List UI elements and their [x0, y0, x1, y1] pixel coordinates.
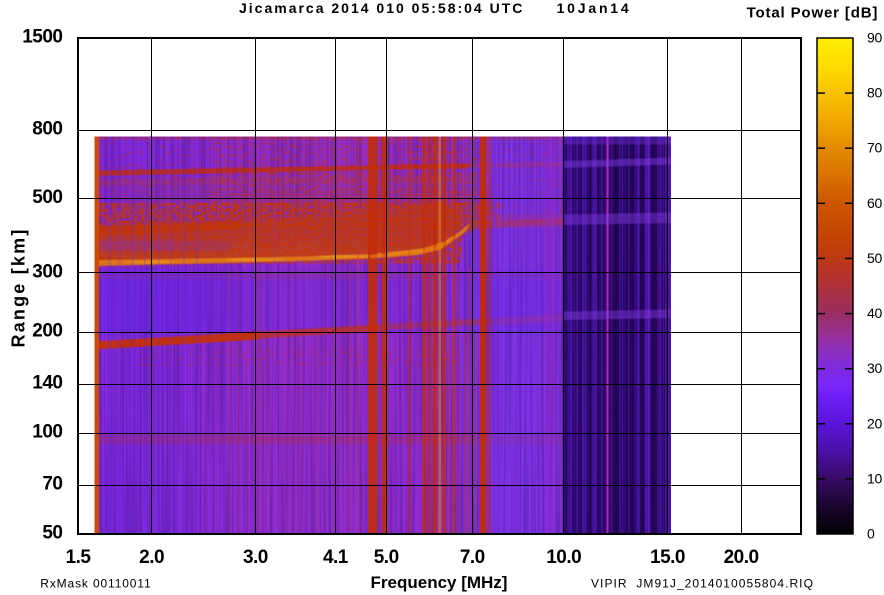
- svg-text:100: 100: [32, 422, 62, 443]
- svg-text:0: 0: [867, 526, 875, 542]
- svg-text:1500: 1500: [22, 27, 62, 48]
- svg-text:Total Power [dB]: Total Power [dB]: [747, 5, 879, 22]
- svg-text:70: 70: [867, 140, 882, 156]
- svg-text:50: 50: [42, 523, 62, 544]
- svg-text:500: 500: [32, 187, 62, 208]
- svg-text:10.0: 10.0: [546, 547, 581, 568]
- svg-text:2.0: 2.0: [139, 547, 164, 568]
- svg-text:50: 50: [867, 250, 882, 266]
- svg-text:10Jan14: 10Jan14: [557, 0, 632, 16]
- svg-text:Range [km]: Range [km]: [9, 227, 29, 347]
- svg-text:200: 200: [32, 320, 62, 341]
- svg-text:5.0: 5.0: [374, 547, 399, 568]
- svg-text:60: 60: [867, 195, 882, 211]
- svg-text:RxMask 00110011: RxMask 00110011: [40, 576, 151, 590]
- svg-text:VIPIR JM91J_2014010055804.RIQ: VIPIR JM91J_2014010055804.RIQ: [591, 576, 814, 590]
- svg-text:15.0: 15.0: [650, 547, 685, 568]
- svg-text:4.1: 4.1: [323, 547, 349, 568]
- svg-text:Frequency [MHz]: Frequency [MHz]: [371, 573, 508, 592]
- svg-text:1.5: 1.5: [66, 547, 92, 568]
- svg-text:10: 10: [867, 470, 882, 486]
- svg-text:30: 30: [867, 360, 882, 376]
- svg-text:3.0: 3.0: [243, 547, 268, 568]
- svg-text:20: 20: [867, 415, 882, 431]
- svg-text:90: 90: [867, 30, 882, 46]
- svg-text:140: 140: [32, 372, 62, 393]
- svg-text:20.0: 20.0: [724, 547, 759, 568]
- svg-text:7.0: 7.0: [460, 547, 485, 568]
- svg-text:Jicamarca 2014 010 05:58:04 UT: Jicamarca 2014 010 05:58:04 UTC: [239, 0, 524, 16]
- svg-text:800: 800: [32, 118, 62, 139]
- svg-text:40: 40: [867, 305, 882, 321]
- svg-text:80: 80: [867, 85, 882, 101]
- svg-text:300: 300: [32, 261, 62, 282]
- svg-text:70: 70: [42, 473, 62, 494]
